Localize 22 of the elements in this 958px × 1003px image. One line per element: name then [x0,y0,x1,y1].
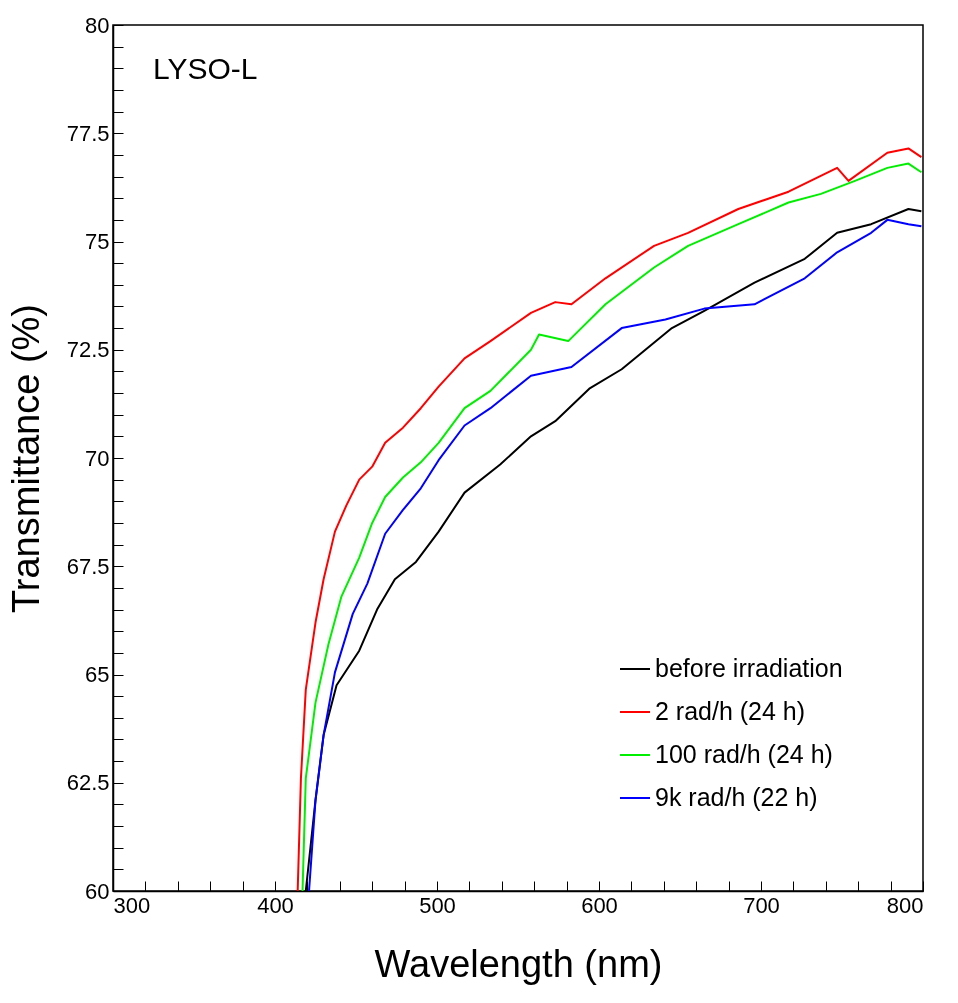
legend-label: 2 rad/h (24 h) [655,697,806,725]
legend-label: before irradiation [655,654,843,682]
text: LYSO-L [153,52,258,85]
y-tick-label: 72.5 [66,337,110,363]
x-tick-label: 500 [419,892,456,918]
x-tick-label: 400 [257,892,294,918]
legend-label: 9k rad/h (22 h) [655,783,818,811]
legend-label: 100 rad/h (24 h) [655,740,833,768]
y-tick-label: 60 [85,878,110,904]
y-tick-label: 62.5 [66,770,110,796]
x-axis-title: Wavelength (nm) [374,942,663,985]
y-tick-label: 67.5 [66,553,110,579]
y-tick-label: 65 [85,662,110,687]
y-tick-label: 80 [85,12,110,38]
y-tick-label: 77.5 [66,120,110,146]
x-tick-label: 300 [113,892,151,918]
y-tick-label: 75 [85,229,110,254]
y-tick-label: 70 [85,445,110,471]
x-tick-label: 600 [581,892,618,918]
x-tick-label: 700 [743,892,780,918]
y-axis-title: Transmittance (%) [4,304,47,613]
x-tick-label: 800 [886,892,924,918]
